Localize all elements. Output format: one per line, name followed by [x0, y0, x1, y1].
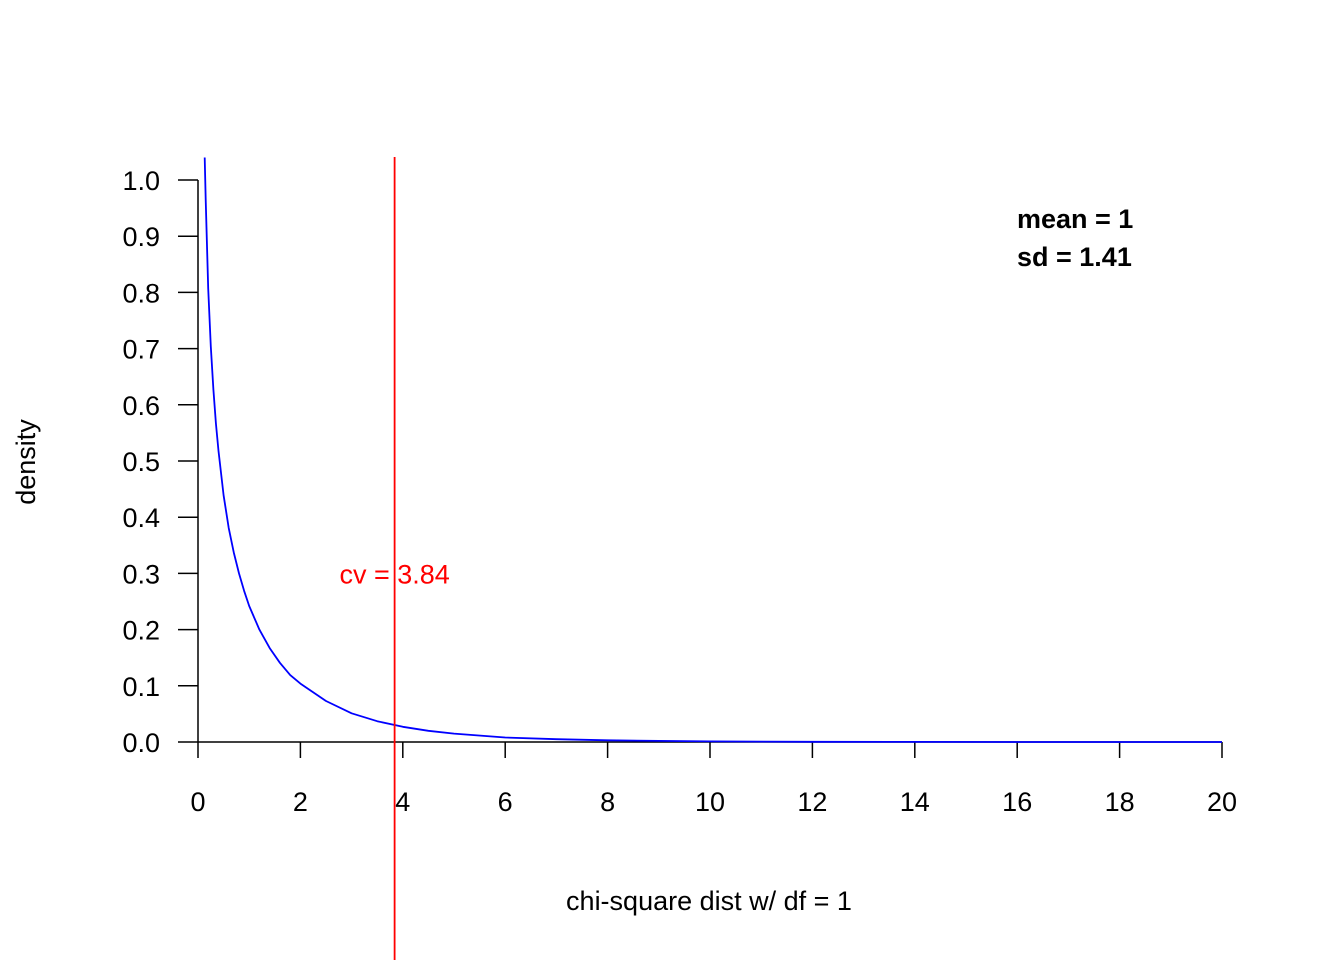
x-tick-label: 14: [900, 787, 930, 817]
y-tick-label: 0.7: [122, 335, 160, 365]
x-tick-label: 12: [797, 787, 827, 817]
critical-value-layer: cv = 3.84: [339, 157, 450, 960]
x-tick-label: 0: [190, 787, 205, 817]
y-tick-label: 0.9: [122, 222, 160, 252]
y-axis: 0.0 0.1 0.2 0.3 0.4 0.5 0.6 0.7 0.8 0.9 1.0: [122, 166, 199, 758]
y-tick-label: 0.8: [122, 278, 160, 308]
y-tick-label: 0.0: [122, 728, 160, 758]
y-tick-label: 0.3: [122, 559, 160, 589]
critical-value-label: cv = 3.84: [339, 559, 449, 589]
x-tick-label: 10: [695, 787, 725, 817]
sd-annotation: sd = 1.41: [1017, 242, 1132, 272]
x-tick-label: 6: [498, 787, 513, 817]
y-tick-label: 0.1: [122, 672, 160, 702]
mean-annotation: mean = 1: [1017, 204, 1133, 234]
x-tick-label: 18: [1105, 787, 1135, 817]
y-tick-label: 0.5: [122, 447, 160, 477]
x-tick-label: 16: [1002, 787, 1032, 817]
x-tick-label: 20: [1207, 787, 1237, 817]
y-tick-label: 0.6: [122, 391, 160, 421]
density-curve: [203, 157, 1222, 743]
x-tick-label: 2: [293, 787, 308, 817]
y-tick-label: 0.4: [122, 503, 160, 533]
x-tick-label: 8: [600, 787, 615, 817]
x-axis: 0 2 4 6 8 10 12 14 16 18 20: [190, 741, 1237, 817]
x-axis-title: chi-square dist w/ df = 1: [566, 886, 852, 916]
y-tick-label: 1.0: [122, 166, 160, 196]
x-tick-label: 4: [395, 787, 410, 817]
y-tick-label: 0.2: [122, 616, 160, 646]
series-layer: [203, 157, 1222, 743]
y-axis-title: density: [11, 419, 41, 505]
